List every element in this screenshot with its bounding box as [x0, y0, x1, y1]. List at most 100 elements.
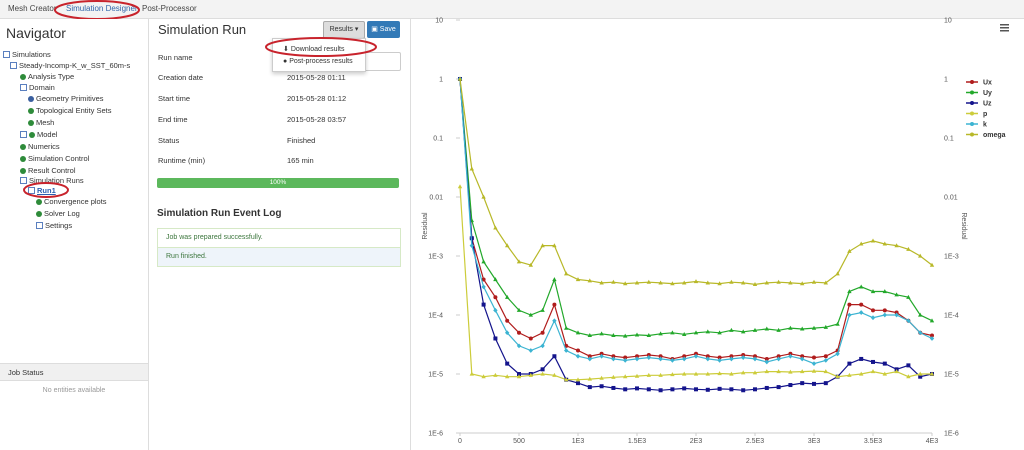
- point: [670, 387, 675, 392]
- point: [469, 371, 474, 376]
- point: [635, 386, 639, 391]
- point: [623, 355, 628, 360]
- tree-item[interactable]: Topological Entity Sets: [28, 106, 111, 115]
- point: [587, 376, 592, 381]
- point: [682, 371, 687, 376]
- tree-item[interactable]: Result Control: [20, 166, 76, 175]
- tree-label: Analysis Type: [28, 72, 75, 81]
- point: [575, 353, 581, 359]
- point: [823, 354, 828, 359]
- point: [552, 372, 557, 377]
- progress-label: 100%: [269, 179, 287, 186]
- point: [576, 381, 580, 386]
- point: [894, 310, 899, 315]
- tree-label: Mesh: [36, 118, 55, 127]
- x-tick-label: 3E3: [808, 438, 821, 445]
- point: [505, 318, 510, 323]
- point: [623, 281, 628, 286]
- point: [670, 281, 675, 286]
- tree-label: Convergence plots: [44, 197, 107, 206]
- tree-item[interactable]: Convergence plots: [36, 197, 107, 206]
- tree-item[interactable]: Domain: [20, 83, 55, 92]
- point: [658, 372, 663, 377]
- point: [505, 294, 510, 299]
- log-text: Run finished.: [166, 253, 207, 260]
- y-tick-label: 1E-5: [428, 372, 443, 379]
- point: [929, 262, 935, 267]
- tree-item-selected[interactable]: Run1: [28, 186, 56, 195]
- point: [611, 333, 616, 338]
- tree-label: Geometry Primitives: [36, 94, 104, 103]
- point: [705, 329, 710, 334]
- menu-item[interactable]: ● Post-process results: [283, 58, 353, 65]
- point: [929, 371, 935, 376]
- point: [847, 289, 852, 294]
- tab-active[interactable]: Simulation Designer: [66, 4, 138, 13]
- series-line: [459, 78, 933, 337]
- point: [870, 369, 876, 374]
- point: [587, 278, 592, 283]
- tree-item[interactable]: Settings: [36, 221, 72, 230]
- point: [764, 280, 769, 285]
- point: [729, 387, 734, 392]
- tab[interactable]: Mesh Creator: [8, 4, 57, 13]
- point: [516, 343, 522, 349]
- point: [823, 280, 828, 285]
- tree-label: Numerics: [28, 142, 60, 151]
- point: [505, 243, 510, 248]
- point: [752, 356, 758, 362]
- point: [469, 166, 474, 171]
- point: [540, 371, 545, 376]
- point: [918, 374, 923, 379]
- tree-item[interactable]: Model: [20, 130, 57, 139]
- menu-icon[interactable]: [1000, 24, 1009, 32]
- point: [717, 281, 722, 286]
- menu-item[interactable]: ⬇ Download results: [283, 46, 345, 53]
- x-tick-label: 3.5E3: [864, 438, 882, 445]
- point: [599, 280, 604, 285]
- point: [788, 353, 793, 359]
- point: [800, 281, 805, 286]
- point: [776, 354, 781, 359]
- annotation-ellipse: [265, 37, 377, 57]
- y2-tick-label: 1E-4: [944, 313, 959, 320]
- point: [776, 327, 781, 332]
- tree-item[interactable]: Steady-Incomp-K_w_SST_60m-s: [10, 61, 130, 70]
- job-status-header: Job Status: [0, 363, 148, 381]
- tree-item[interactable]: Numerics: [20, 142, 60, 151]
- tree-item[interactable]: Solver Log: [36, 209, 80, 218]
- point: [823, 381, 828, 386]
- x-tick-label: 0: [458, 438, 462, 445]
- tree-item[interactable]: Geometry Primitives: [28, 94, 104, 103]
- tab[interactable]: Post-Processor: [142, 4, 197, 13]
- point: [575, 277, 581, 282]
- save-button[interactable]: ▣ Save: [367, 21, 400, 38]
- legend-label: omega: [983, 132, 1006, 139]
- y2-tick-label: 1E-6: [944, 431, 959, 438]
- tree-item[interactable]: Simulations: [3, 50, 51, 59]
- tree-item[interactable]: Simulation Control: [20, 154, 89, 163]
- point: [587, 333, 592, 338]
- point: [906, 294, 911, 299]
- point: [540, 243, 545, 248]
- point: [693, 353, 699, 359]
- point: [540, 343, 545, 349]
- point: [552, 243, 557, 248]
- point: [918, 312, 923, 317]
- point: [635, 354, 639, 359]
- point: [882, 312, 887, 318]
- point: [646, 279, 651, 284]
- point: [800, 369, 805, 374]
- progress-track: 100%: [157, 178, 399, 188]
- point: [741, 370, 746, 375]
- chart: 10 10 1 1 0.1 0.1 0.01 0.01 1E-3 1E-3 1E-4 1E-4 1E-5…: [422, 18, 1009, 445]
- tree-item[interactable]: Simulation Runs: [20, 176, 84, 185]
- tree-item[interactable]: Mesh: [28, 118, 54, 127]
- x-tick-label: 2.5E3: [746, 438, 764, 445]
- point: [682, 354, 687, 359]
- point: [611, 385, 616, 390]
- point: [918, 253, 923, 258]
- tree-item[interactable]: Analysis Type: [20, 72, 74, 81]
- point: [564, 271, 569, 276]
- point: [729, 371, 734, 376]
